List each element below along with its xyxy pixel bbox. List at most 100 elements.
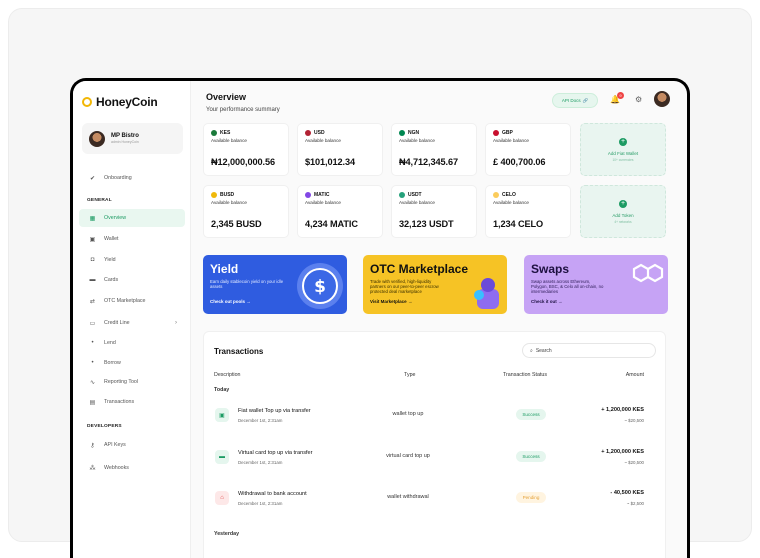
transaction-type: wallet withdrawal: [387, 494, 429, 500]
sidebar-item-transactions[interactable]: ▤ Transactions: [79, 393, 185, 411]
swap-arrows-icon: ⇄: [89, 298, 96, 305]
nigeria-flag-icon: [399, 130, 405, 136]
bank-icon: ⌂: [215, 491, 229, 505]
profile-card[interactable]: MP Bistro admin HoneyCoin: [82, 123, 183, 154]
chart-icon: ∿: [89, 379, 96, 386]
sidebar-item-label: Credit Line: [104, 320, 130, 326]
transactions-panel: Transactions ⌕ Search Description Type T…: [203, 331, 666, 558]
transaction-amount: - 40,500 KES: [610, 490, 644, 496]
avatar[interactable]: [654, 91, 670, 107]
chevron-right-icon: ›: [175, 320, 177, 326]
add-fiat-label: Add Fiat Wallet: [607, 150, 639, 156]
balance-label: Available balance: [305, 200, 341, 205]
balance-label: Available balance: [211, 200, 247, 205]
transaction-title[interactable]: Withdrawal to bank account: [238, 491, 307, 497]
sidebar-item-label: API Keys: [104, 442, 126, 448]
gear-icon[interactable]: ⚙: [635, 95, 643, 104]
column-header-type: Type: [404, 372, 416, 378]
webhook-icon: ⁂: [89, 465, 96, 472]
check-it-out-link[interactable]: Check it out →: [531, 299, 563, 304]
plus-icon: +: [619, 199, 627, 208]
transactions-title: Transactions: [214, 347, 264, 356]
sidebar-item-label: Reporting Tool: [104, 379, 139, 385]
arrow-right-icon: →: [246, 299, 251, 304]
sidebar-item-label: Lend: [104, 340, 116, 346]
swaps-promo-card[interactable]: Swaps Swap assets across Ethereum, Polyg…: [524, 255, 668, 314]
balance-amount: 1,234 CELO: [493, 219, 544, 229]
key-icon: ⚷: [90, 442, 95, 449]
search-input[interactable]: ⌕ Search: [522, 343, 656, 358]
transaction-usd: ~ $20,500: [624, 418, 644, 423]
profile-name: MP Bistro: [111, 133, 139, 139]
currency-code: NGN: [408, 130, 420, 136]
card-icon: ▬: [215, 450, 229, 464]
add-token-button[interactable]: + Add Token 4+ networks: [580, 185, 666, 238]
otc-title: OTC Marketplace: [370, 262, 469, 276]
transaction-title[interactable]: Virtual card top up via transfer: [238, 450, 313, 456]
wallet-card-gbp[interactable]: GBP Available balance £ 400,700.06: [485, 123, 571, 176]
balance-label: Available balance: [211, 138, 247, 143]
swaps-title: Swaps: [531, 262, 570, 276]
sidebar: HoneyCoin MP Bistro admin HoneyCoin ✔ On…: [73, 81, 191, 558]
avatar: [89, 130, 105, 147]
otc-promo-card[interactable]: OTC Marketplace Trade with verified, hig…: [363, 255, 507, 314]
sidebar-item-label: Onboarding: [104, 175, 132, 181]
sidebar-item-api-keys[interactable]: ⚷ API Keys: [79, 436, 185, 454]
sidebar-item-overview[interactable]: ▦ Overview: [79, 209, 185, 227]
handshake-figure-icon: [474, 278, 499, 309]
sidebar-item-label: Wallet: [104, 236, 119, 242]
sidebar-item-borrow[interactable]: • Borrow: [79, 354, 185, 372]
page-title: Overview: [206, 92, 247, 102]
sidebar-item-label: Webhooks: [104, 465, 129, 471]
sidebar-item-label: Cards: [104, 277, 119, 283]
sidebar-item-credit-line[interactable]: ▭ Credit Line ›: [79, 314, 185, 332]
balance-amount: 2,345 BUSD: [211, 219, 262, 229]
device-frame: HoneyCoin MP Bistro admin HoneyCoin ✔ On…: [70, 78, 690, 558]
balance-label: Available balance: [493, 200, 529, 205]
plus-icon: +: [619, 137, 627, 146]
add-fiat-wallet-button[interactable]: + Add Fiat Wallet 10+ currencies: [580, 123, 666, 176]
app-logo[interactable]: HoneyCoin: [82, 95, 158, 109]
wallet-card-usd[interactable]: USD Available balance $101,012.34: [297, 123, 383, 176]
visit-marketplace-link[interactable]: Visit Marketplace →: [370, 299, 413, 304]
usdc-coin-icon: $: [297, 263, 343, 309]
credit-icon: ▭: [89, 320, 96, 327]
page-subtitle: Your performance summary: [206, 107, 280, 113]
transaction-title[interactable]: Fiat wallet Top up via transfer: [238, 408, 311, 414]
sidebar-item-webhooks[interactable]: ⁂ Webhooks: [79, 459, 185, 477]
list-icon: ▤: [89, 399, 96, 406]
sidebar-item-yield[interactable]: ◘ Yield: [79, 251, 185, 269]
wallet-card-celo[interactable]: CELO Available balance 1,234 CELO: [485, 185, 571, 238]
api-docs-button[interactable]: API Docs 🔗: [552, 93, 598, 108]
yield-promo-card[interactable]: $ Yield Earn daily stablecoin yield on y…: [203, 255, 347, 314]
bell-icon[interactable]: 🔔: [610, 95, 620, 104]
column-header-status: Transaction Status: [503, 372, 547, 378]
transaction-amount: + 1,200,000 KES: [601, 407, 644, 413]
wallet-card-usdt[interactable]: USDT Available balance 32,123 USDT: [391, 185, 477, 238]
wallet-card-kes[interactable]: KES Available balance ₦12,000,000.56: [203, 123, 289, 176]
wallet-card-busd[interactable]: BUSD Available balance 2,345 BUSD: [203, 185, 289, 238]
matic-token-icon: [305, 192, 311, 198]
status-badge: Pending: [516, 492, 546, 503]
sidebar-item-lend[interactable]: • Lend: [79, 334, 185, 352]
status-badge: Success: [516, 409, 546, 420]
us-flag-icon: [305, 130, 311, 136]
transaction-amount: + 1,200,000 KES: [601, 449, 644, 455]
sidebar-item-reporting-tool[interactable]: ∿ Reporting Tool: [79, 373, 185, 391]
wallet-card-matic[interactable]: MATIC Available balance 4,234 MATIC: [297, 185, 383, 238]
sidebar-item-cards[interactable]: ▬ Cards: [79, 271, 185, 289]
wallet-icon: ▣: [89, 236, 96, 243]
busd-token-icon: [211, 192, 217, 198]
svg-text:$: $: [314, 277, 326, 297]
wallet-card-ngn[interactable]: NGN Available balance ₦4,712,345.67: [391, 123, 477, 176]
kenya-flag-icon: [211, 130, 217, 136]
search-icon: ⌕: [530, 347, 533, 354]
sidebar-item-label: Transactions: [104, 399, 135, 405]
check-out-pools-link[interactable]: Check out pools →: [210, 299, 251, 304]
currency-code: USDT: [408, 192, 422, 198]
card-icon: ▬: [89, 277, 96, 283]
sidebar-item-wallet[interactable]: ▣ Wallet: [79, 230, 185, 248]
sidebar-item-onboarding[interactable]: ✔ Onboarding: [79, 169, 185, 187]
sidebar-item-otc-marketplace[interactable]: ⇄ OTC Marketplace: [79, 292, 185, 310]
column-header-amount: Amount: [625, 372, 644, 378]
